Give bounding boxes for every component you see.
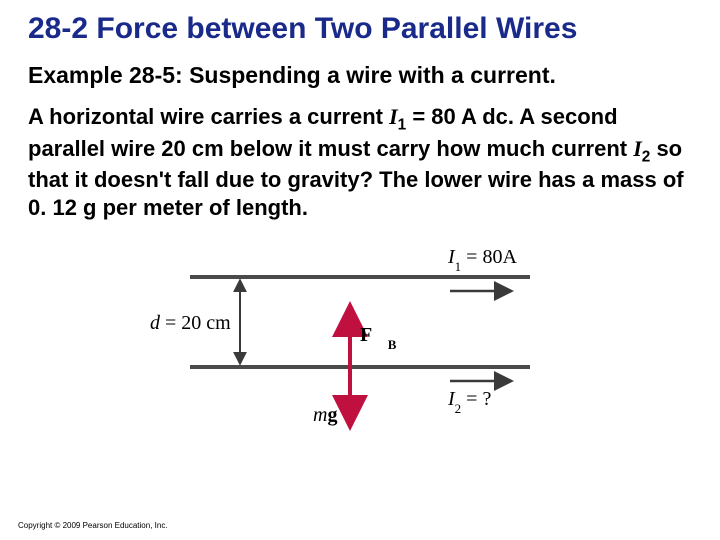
var-i2: I	[633, 136, 642, 161]
distance-label: d = 20 cm	[150, 312, 231, 334]
section-title: 28-2 Force between Two Parallel Wires	[28, 12, 692, 46]
var-i1-sub: 1	[398, 116, 407, 133]
force-mg-label: mg⃗	[313, 404, 353, 426]
problem-text-1: A horizontal wire carries a current	[28, 104, 389, 129]
var-i1: I	[389, 104, 398, 129]
problem-statement: A horizontal wire carries a current I1 =…	[28, 103, 692, 221]
copyright-text: Copyright © 2009 Pearson Education, Inc.	[18, 521, 168, 530]
i2-label: I2 = ?	[447, 388, 491, 416]
example-label: Example 28-5: Suspending a wire with a c…	[28, 62, 692, 89]
diagram: I1 = 80A I2 = ? d = 20 cm F⃗B mg⃗	[150, 241, 570, 446]
force-fb-label: F⃗B	[360, 324, 397, 352]
i1-label: I1 = 80A	[447, 246, 517, 274]
